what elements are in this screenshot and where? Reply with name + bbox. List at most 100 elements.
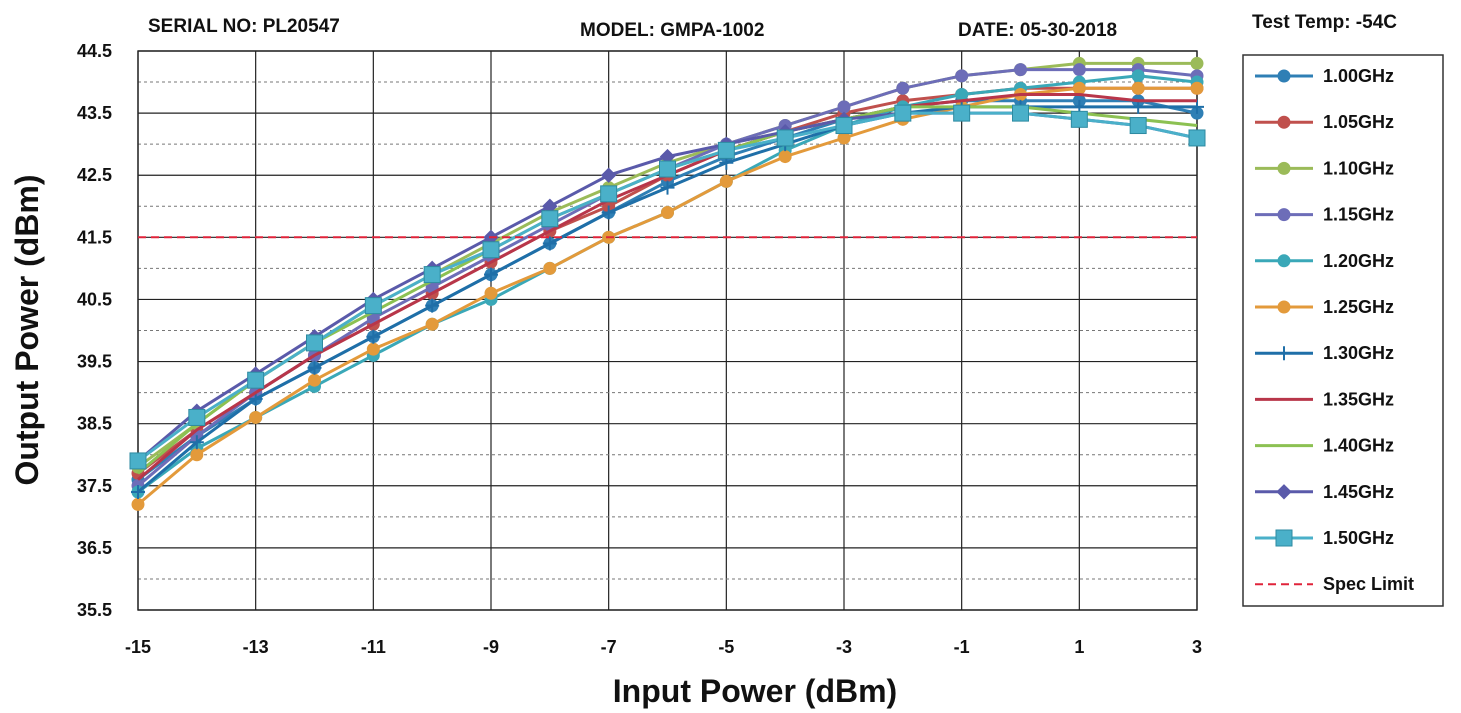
legend-entry-1-00ghz: 1.00GHz bbox=[1255, 66, 1394, 86]
data-point bbox=[1131, 69, 1145, 83]
data-point bbox=[131, 484, 145, 499]
data-point bbox=[778, 150, 792, 164]
grid-lines bbox=[137, 50, 1198, 611]
data-point bbox=[776, 129, 794, 147]
series-1-50ghz bbox=[129, 104, 1206, 470]
x-tick-label: -9 bbox=[483, 637, 499, 657]
series-1-45ghz bbox=[130, 105, 1205, 469]
data-point bbox=[953, 104, 971, 122]
data-point bbox=[1190, 99, 1204, 114]
legend-entry-1-20ghz: 1.20GHz bbox=[1255, 251, 1394, 271]
axes: -15 -13 -11 -9 -7 -5 -3 -1 1 335.536.537.538.539.… bbox=[77, 41, 1202, 657]
legend-entry-1-35ghz: 1.35GHz bbox=[1255, 389, 1394, 409]
data-point bbox=[484, 286, 498, 300]
data-point bbox=[129, 452, 147, 470]
legend-marker bbox=[1275, 529, 1293, 547]
data-point bbox=[835, 117, 853, 135]
data-point bbox=[1072, 63, 1086, 77]
data-point bbox=[366, 342, 380, 356]
data-point bbox=[425, 298, 440, 313]
legend-entry-1-30ghz: 1.30GHz bbox=[1255, 343, 1394, 363]
x-tick-label: 3 bbox=[1192, 637, 1202, 657]
series-1-20ghz bbox=[131, 69, 1204, 499]
data-point bbox=[306, 334, 323, 352]
data-point bbox=[249, 410, 263, 424]
plot-frame bbox=[137, 50, 1198, 611]
data-point bbox=[1131, 99, 1146, 114]
data-point bbox=[190, 448, 204, 462]
legend-entry-1-40ghz: 1.40GHz bbox=[1255, 436, 1394, 456]
x-tick-label: -15 bbox=[125, 637, 151, 657]
data-point bbox=[425, 317, 439, 331]
x-tick-label: -7 bbox=[601, 637, 617, 657]
test-date: DATE: 05-30-2018 bbox=[958, 20, 1117, 41]
legend-entry-1-10ghz: 1.10GHz bbox=[1255, 158, 1394, 178]
x-tick-label: -3 bbox=[836, 637, 852, 657]
legend-marker bbox=[1277, 69, 1291, 83]
data-point bbox=[955, 69, 969, 83]
legend-entry-1-05ghz: 1.05GHz bbox=[1255, 112, 1394, 132]
legend-marker bbox=[1277, 208, 1291, 222]
legend-label: 1.30GHz bbox=[1323, 343, 1394, 363]
data-point bbox=[659, 160, 676, 178]
legend-label: 1.25GHz bbox=[1323, 297, 1394, 317]
data-point bbox=[247, 371, 265, 389]
y-tick-label: 42.5 bbox=[77, 165, 112, 185]
data-point bbox=[1014, 63, 1027, 77]
series-layer bbox=[129, 56, 1206, 511]
legend-marker bbox=[1277, 254, 1291, 268]
data-point bbox=[1188, 129, 1206, 147]
legend-entry-spec-limit: Spec Limit bbox=[1255, 574, 1414, 594]
legend-marker bbox=[1277, 161, 1291, 175]
data-point bbox=[308, 373, 321, 387]
data-point bbox=[1012, 104, 1029, 122]
legend-entry-1-45ghz: 1.45GHz bbox=[1255, 482, 1394, 502]
series-1-25ghz bbox=[131, 81, 1204, 511]
legend-marker bbox=[1276, 484, 1292, 500]
data-point bbox=[1129, 117, 1147, 135]
legend-marker bbox=[1277, 115, 1291, 129]
y-tick-label: 36.5 bbox=[77, 538, 112, 558]
legend: 1.00GHz 1.05GHz 1.10GHz 1.15GHz 1.20GHz 1.25G… bbox=[1242, 54, 1444, 607]
data-point bbox=[1190, 81, 1204, 95]
data-point bbox=[896, 81, 910, 95]
data-point bbox=[423, 266, 441, 284]
series-line-1-05ghz bbox=[137, 86, 1197, 475]
data-point bbox=[366, 329, 381, 344]
y-tick-label: 40.5 bbox=[77, 289, 112, 309]
data-point bbox=[600, 185, 618, 203]
y-tick-label: 35.5 bbox=[77, 600, 112, 620]
model-name: MODEL: GMPA-1002 bbox=[580, 20, 764, 41]
x-tick-label: -11 bbox=[361, 637, 386, 657]
data-point bbox=[541, 210, 559, 228]
data-point bbox=[894, 104, 912, 122]
x-tick-label: -1 bbox=[954, 637, 970, 657]
y-tick-label: 37.5 bbox=[77, 476, 112, 496]
legend-entry-1-15ghz: 1.15GHz bbox=[1255, 205, 1394, 225]
x-tick-label: 1 bbox=[1074, 637, 1084, 657]
series-1-05ghz bbox=[131, 81, 1204, 480]
data-point bbox=[542, 236, 557, 251]
legend-entry-1-50ghz: 1.50GHz bbox=[1255, 528, 1394, 548]
data-point bbox=[837, 100, 851, 114]
series-line-1-10ghz bbox=[137, 61, 1197, 469]
serial-number: SERIAL NO: PL20547 bbox=[148, 16, 340, 37]
data-point bbox=[189, 435, 204, 450]
y-tick-label: 41.5 bbox=[77, 227, 112, 247]
y-tick-label: 44.5 bbox=[77, 41, 112, 61]
data-point bbox=[661, 205, 674, 219]
series-1-15ghz bbox=[131, 63, 1204, 493]
y-axis-title: Output Power (dBm) bbox=[9, 174, 45, 485]
y-tick-label: 38.5 bbox=[77, 414, 112, 434]
y-tick-label: 43.5 bbox=[77, 103, 112, 123]
data-point bbox=[364, 297, 382, 315]
legend-label: 1.20GHz bbox=[1323, 251, 1394, 271]
legend-entry-1-25ghz: 1.25GHz bbox=[1255, 297, 1394, 317]
legend-label: 1.10GHz bbox=[1323, 158, 1394, 178]
x-axis-title: Input Power (dBm) bbox=[613, 673, 897, 709]
data-point bbox=[188, 408, 206, 426]
data-point bbox=[131, 497, 145, 511]
data-point bbox=[1131, 81, 1145, 95]
data-point bbox=[484, 267, 498, 282]
